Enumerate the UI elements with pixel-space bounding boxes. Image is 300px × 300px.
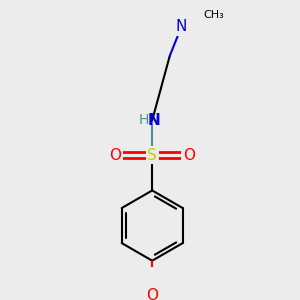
Text: N: N — [176, 19, 187, 34]
Text: O: O — [183, 148, 195, 163]
Text: O: O — [146, 288, 158, 300]
Text: H: H — [139, 113, 149, 127]
Text: CH₃: CH₃ — [203, 10, 224, 20]
Text: N: N — [147, 113, 160, 128]
Text: S: S — [147, 148, 157, 163]
Text: O: O — [110, 148, 122, 163]
Text: CH₃: CH₃ — [157, 0, 177, 1]
